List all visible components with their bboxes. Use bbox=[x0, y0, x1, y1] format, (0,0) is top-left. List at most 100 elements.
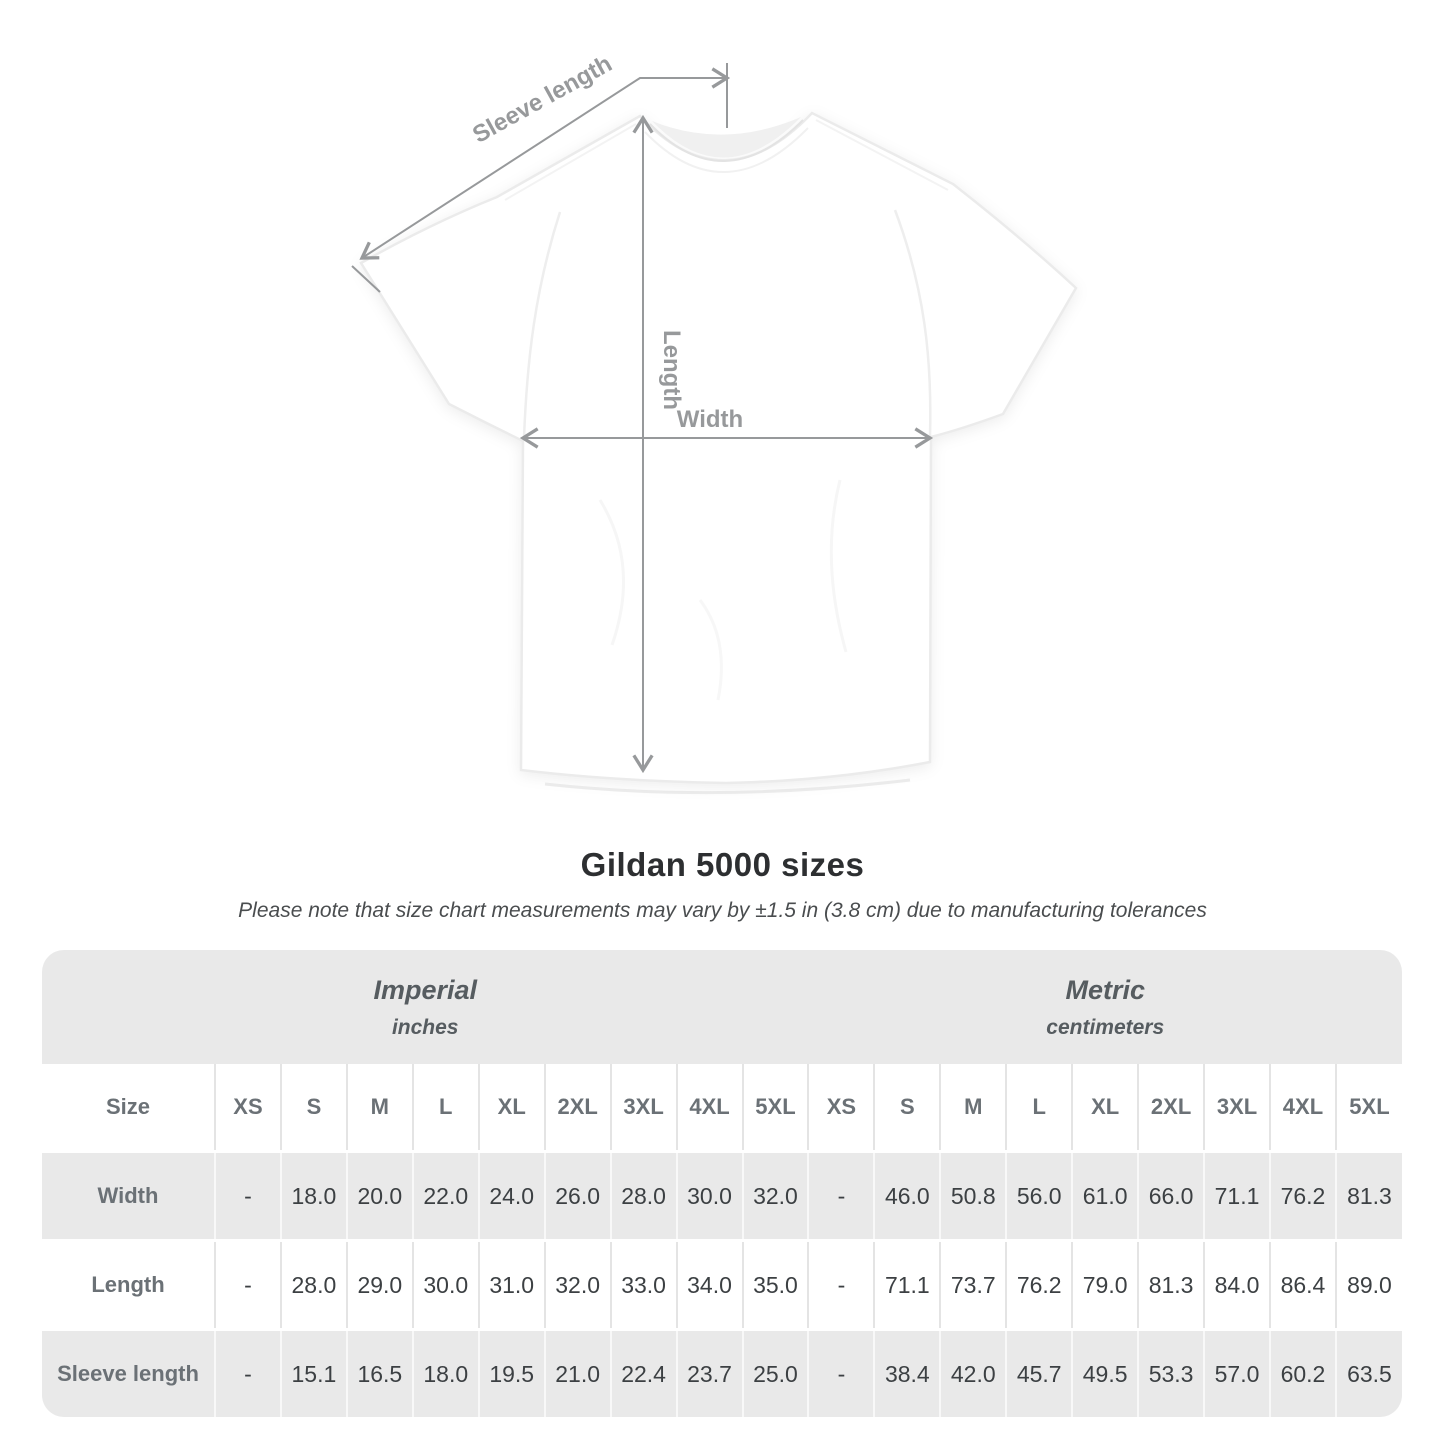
measurement-value-cell: 79.0 bbox=[1071, 1239, 1139, 1330]
measurement-value-cell: 31.0 bbox=[477, 1239, 545, 1330]
measurement-row-label: Width bbox=[42, 1150, 215, 1241]
size-column-header: M bbox=[345, 1064, 413, 1152]
tshirt-illustration bbox=[359, 111, 1078, 795]
size-column-header: 4XL bbox=[675, 1064, 743, 1152]
size-column-header: XS bbox=[807, 1064, 875, 1152]
measurement-value-cell: 19.5 bbox=[477, 1328, 545, 1417]
measurement-value-cell: 53.3 bbox=[1137, 1328, 1205, 1417]
size-chart: Imperial inches Metric centimeters Size … bbox=[42, 950, 1402, 1417]
unit-group-row: Imperial inches Metric centimeters bbox=[42, 950, 1402, 1064]
fabric-wrinkle bbox=[698, 599, 723, 701]
metric-group-label: Metric bbox=[1065, 974, 1145, 1005]
measurement-value-cell: 76.2 bbox=[1005, 1239, 1073, 1330]
measurement-value-cell: 45.7 bbox=[1005, 1328, 1073, 1417]
measurement-value-cell: 32.0 bbox=[741, 1150, 809, 1241]
measurement-value-cell: 71.1 bbox=[873, 1239, 941, 1330]
measurement-value-cell: 24.0 bbox=[477, 1150, 545, 1241]
measurement-value-cell: 26.0 bbox=[543, 1150, 611, 1241]
measurement-value-cell: - bbox=[807, 1150, 875, 1241]
measurement-value-cell: 20.0 bbox=[345, 1150, 413, 1241]
measurement-value-cell: 81.3 bbox=[1137, 1239, 1205, 1330]
measurement-value-cell: 60.2 bbox=[1269, 1328, 1336, 1417]
size-column-header: M bbox=[939, 1064, 1007, 1152]
measurement-value-cell: 56.0 bbox=[1005, 1150, 1073, 1241]
sleeve-length-label: Sleeve length bbox=[468, 50, 616, 149]
measurement-value-cell: 28.0 bbox=[609, 1150, 677, 1241]
measurement-value-cell: 33.0 bbox=[609, 1239, 677, 1330]
measurement-value-cell: 29.0 bbox=[345, 1239, 413, 1330]
size-column-header: XL bbox=[477, 1064, 545, 1152]
size-column-header: 3XL bbox=[1203, 1064, 1270, 1152]
measurement-arrows bbox=[351, 63, 934, 774]
measurement-value-cell: 73.7 bbox=[939, 1239, 1007, 1330]
measurement-row: Sleeve length -15.1 16.5 18.0 19.5 21.0 22.4 23… bbox=[42, 1328, 1402, 1417]
measurement-value-cell: 21.0 bbox=[543, 1328, 611, 1417]
measurement-value-cell: 57.0 bbox=[1203, 1328, 1270, 1417]
imperial-group-label: Imperial bbox=[373, 974, 477, 1005]
fabric-wrinkle bbox=[829, 479, 848, 653]
measurement-value-cell: 18.0 bbox=[279, 1150, 347, 1241]
metric-group-unit: centimeters bbox=[1046, 1016, 1165, 1040]
measurement-value-cell: 76.2 bbox=[1269, 1150, 1336, 1241]
size-column-header: 2XL bbox=[1137, 1064, 1205, 1152]
right-sleeve-seam bbox=[893, 209, 932, 437]
size-column-header: XS bbox=[214, 1064, 281, 1152]
metric-group-header: Metric centimeters bbox=[808, 950, 1402, 1064]
measurement-value-cell: 28.0 bbox=[279, 1239, 347, 1330]
page-title: Gildan 5000 sizes bbox=[580, 846, 865, 883]
measurement-row-label: Sleeve length bbox=[42, 1328, 215, 1417]
size-column-header: S bbox=[873, 1064, 941, 1152]
measurement-value-cell: 49.5 bbox=[1071, 1328, 1139, 1417]
measurement-value-cell: 42.0 bbox=[939, 1328, 1007, 1417]
measurement-row: Width -18.0 20.0 22.0 24.0 26.0 28.0 30.0 32.0-4… bbox=[42, 1150, 1402, 1241]
measurement-value-cell: 66.0 bbox=[1137, 1150, 1205, 1241]
size-column-header: S bbox=[279, 1064, 347, 1152]
measurement-row-label: Length bbox=[42, 1239, 215, 1330]
measurement-value-cell: 22.0 bbox=[411, 1150, 479, 1241]
sleeve-length-arrow bbox=[359, 67, 731, 260]
measurement-value-cell: 89.0 bbox=[1334, 1239, 1402, 1330]
hem-shadow bbox=[544, 778, 911, 795]
measurement-value-cell: 50.8 bbox=[939, 1150, 1007, 1241]
measurement-value-cell: - bbox=[214, 1239, 281, 1330]
width-label: Width bbox=[677, 406, 743, 433]
measurement-value-cell: 71.1 bbox=[1203, 1150, 1270, 1241]
fabric-wrinkle bbox=[598, 499, 625, 646]
measurement-value-cell: 23.7 bbox=[675, 1328, 743, 1417]
size-tolerance-note: Please note that size chart measurements… bbox=[238, 899, 1207, 922]
measurement-value-cell: 30.0 bbox=[675, 1150, 743, 1241]
tshirt-measurement-diagram: Sleeve length Length Width bbox=[351, 50, 1078, 795]
measurement-value-cell: 32.0 bbox=[543, 1239, 611, 1330]
imperial-group-header: Imperial inches bbox=[42, 950, 809, 1064]
size-column-header: 5XL bbox=[741, 1064, 809, 1152]
measurement-value-cell: 46.0 bbox=[873, 1150, 941, 1241]
measurement-value-cell: 81.3 bbox=[1334, 1150, 1402, 1241]
measurement-row: Length -28.0 29.0 30.0 31.0 32.0 33.0 34.0 35.0-… bbox=[42, 1239, 1402, 1330]
measurement-value-cell: - bbox=[214, 1150, 281, 1241]
measurement-value-cell: 16.5 bbox=[345, 1328, 413, 1417]
measurement-value-cell: 22.4 bbox=[609, 1328, 677, 1417]
size-chart-table: Imperial inches Metric centimeters Size … bbox=[42, 950, 1402, 1417]
size-column-header: 3XL bbox=[609, 1064, 677, 1152]
measurement-value-cell: 18.0 bbox=[411, 1328, 479, 1417]
measurement-value-cell: 61.0 bbox=[1071, 1150, 1139, 1241]
size-column-header: XL bbox=[1071, 1064, 1139, 1152]
length-label: Length bbox=[658, 330, 685, 410]
measurement-value-cell: 63.5 bbox=[1334, 1328, 1402, 1417]
measurement-value-cell: 86.4 bbox=[1269, 1239, 1336, 1330]
measurement-value-cell: 35.0 bbox=[741, 1239, 809, 1330]
measurement-value-cell: 34.0 bbox=[675, 1239, 743, 1330]
measurement-value-cell: 38.4 bbox=[873, 1328, 941, 1417]
size-column-header: 2XL bbox=[543, 1064, 611, 1152]
imperial-group-unit: inches bbox=[391, 1016, 459, 1040]
measurement-value-cell: - bbox=[807, 1328, 875, 1417]
right-shoulder-seam bbox=[815, 119, 949, 191]
tshirt-body bbox=[359, 111, 1078, 785]
size-column-header: L bbox=[1005, 1064, 1073, 1152]
measurement-value-cell: 25.0 bbox=[741, 1328, 809, 1417]
size-column-header: L bbox=[411, 1064, 479, 1152]
size-header-row: Size XS S M L XL 2XL 3XL 4XL 5XL XS S M L XL 2XL 3XL 4XL… bbox=[42, 1064, 1402, 1152]
measurement-value-cell: 30.0 bbox=[411, 1239, 479, 1330]
sleeve-end-tick bbox=[351, 265, 381, 293]
